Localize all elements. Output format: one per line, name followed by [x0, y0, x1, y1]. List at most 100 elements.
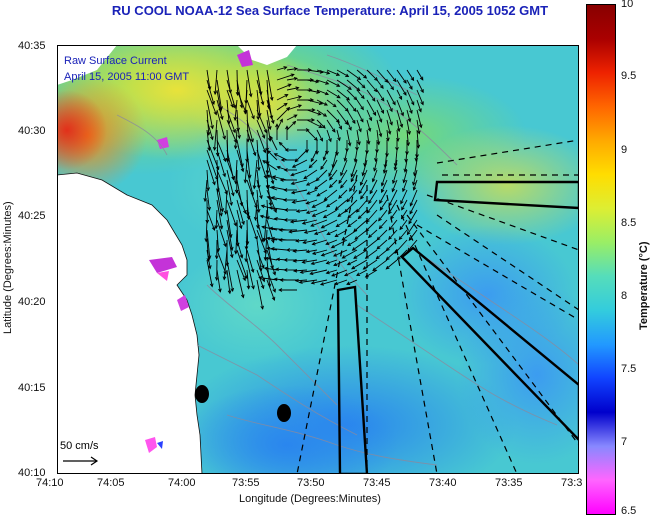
- current-vector: [310, 269, 328, 275]
- current-vector: [216, 219, 227, 247]
- current-vector: [236, 259, 246, 281]
- current-vector-head: [337, 213, 342, 217]
- current-vector-head: [325, 241, 330, 246]
- surface-current-vectors: [203, 66, 424, 310]
- current-vector: [246, 109, 249, 142]
- current-vector-head: [301, 260, 306, 264]
- current-vector: [365, 269, 378, 278]
- current-vector-head: [390, 86, 394, 91]
- current-vector-head: [211, 226, 216, 231]
- current-vector: [329, 179, 338, 188]
- current-vector-head: [348, 126, 352, 131]
- current-vector: [368, 229, 378, 238]
- current-vector: [386, 259, 398, 270]
- current-vector: [286, 96, 302, 101]
- buoy-marker: [195, 385, 209, 403]
- current-vector: [415, 149, 418, 161]
- current-vector: [354, 229, 368, 240]
- current-vector-head: [271, 175, 277, 179]
- current-vector: [366, 79, 378, 92]
- current-vector-head: [261, 134, 266, 139]
- sst-map: [57, 45, 579, 474]
- current-vector: [366, 109, 372, 121]
- current-vector: [216, 139, 227, 162]
- current-vector-head: [229, 254, 234, 259]
- current-vector-head: [294, 158, 299, 163]
- current-vector-head: [297, 104, 303, 108]
- current-vector-head: [320, 252, 325, 257]
- current-vector-head: [222, 276, 227, 281]
- current-vector-head: [293, 268, 298, 273]
- current-vector: [236, 199, 245, 225]
- current-vector: [226, 159, 235, 180]
- current-vector: [326, 259, 338, 264]
- current-vector: [376, 109, 382, 123]
- current-vector: [320, 279, 338, 286]
- current-vector: [314, 179, 328, 190]
- current-vector-head: [380, 182, 385, 187]
- current-vector-head: [347, 142, 352, 147]
- current-vector-head: [231, 176, 236, 181]
- current-vector-head: [279, 178, 284, 182]
- current-vector: [206, 69, 211, 90]
- current-vector: [416, 79, 424, 93]
- current-vector: [226, 169, 234, 196]
- current-vector-head: [364, 255, 369, 259]
- colorbar-tick: 9: [621, 144, 628, 156]
- current-vector: [256, 279, 264, 309]
- current-vector-head: [231, 192, 235, 197]
- current-vector-head: [417, 130, 421, 135]
- current-vector-head: [232, 104, 237, 109]
- current-vector-head: [386, 137, 390, 142]
- current-vector-head: [363, 74, 368, 79]
- current-vector: [336, 219, 348, 227]
- current-vector-head: [299, 270, 304, 274]
- current-vector: [256, 99, 259, 120]
- current-vector: [316, 89, 329, 95]
- current-vector-head: [398, 236, 403, 241]
- current-vector: [350, 159, 358, 177]
- current-vector: [266, 119, 271, 141]
- current-vector: [407, 239, 418, 252]
- current-vector-head: [373, 167, 377, 172]
- current-vector: [206, 139, 220, 170]
- current-vector-head: [250, 138, 254, 143]
- current-vector: [388, 189, 398, 206]
- y-tick: 40:15: [18, 382, 46, 394]
- current-vector: [347, 219, 358, 228]
- current-vector-head: [305, 210, 310, 215]
- current-vector-head: [313, 231, 319, 235]
- current-vector-head: [410, 101, 415, 106]
- current-vector: [291, 189, 308, 194]
- current-vector: [266, 199, 269, 220]
- current-vector: [406, 99, 413, 114]
- current-vector: [356, 79, 366, 89]
- current-vector: [255, 199, 258, 221]
- current-vector-head: [283, 102, 288, 107]
- current-vector-head: [420, 89, 424, 94]
- current-vector-head: [204, 238, 209, 243]
- current-vector: [310, 219, 328, 227]
- current-vector-head: [210, 125, 214, 130]
- current-vector-head: [367, 127, 372, 132]
- current-vector-head: [284, 208, 289, 212]
- cold-patches: [145, 50, 253, 453]
- current-vector: [346, 119, 352, 131]
- current-vector: [271, 248, 288, 251]
- current-vector-head: [287, 83, 292, 88]
- current-vector-head: [317, 111, 322, 116]
- current-vector: [396, 89, 403, 100]
- current-vector-head: [295, 209, 300, 213]
- current-vector-head: [404, 158, 408, 163]
- current-vector: [394, 149, 398, 167]
- current-vector-head: [253, 216, 258, 222]
- current-vector: [266, 179, 272, 206]
- current-vector-head: [266, 195, 271, 200]
- x-tick: 73:45: [363, 477, 391, 489]
- current-vector: [335, 199, 348, 210]
- current-vector: [216, 189, 222, 216]
- transect-boxes: [336, 180, 579, 474]
- current-vector-head: [338, 195, 342, 199]
- current-vector: [246, 149, 251, 178]
- current-vector: [400, 189, 408, 204]
